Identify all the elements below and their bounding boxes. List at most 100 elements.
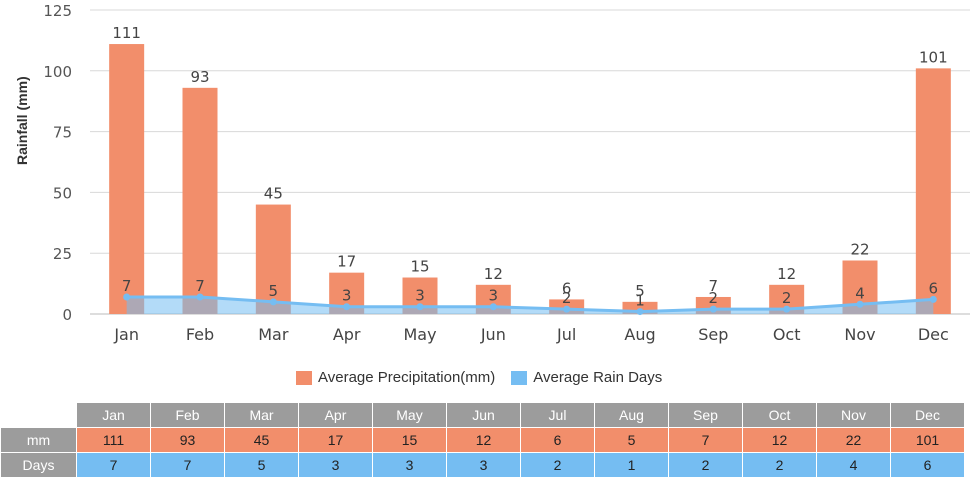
bar-value-label: 22 — [850, 240, 869, 258]
bar-value-label: 15 — [410, 258, 429, 276]
table-cell-mm: 12 — [446, 427, 521, 453]
table-cell-mm: 15 — [372, 427, 447, 453]
table-header-cell: Feb — [150, 402, 225, 428]
x-tick-label: Oct — [773, 325, 801, 344]
table-cell-days: 7 — [150, 452, 225, 478]
rain-days-point — [636, 308, 644, 316]
rain-days-value-label: 3 — [489, 287, 499, 305]
table-cell-mm: 45 — [224, 427, 299, 453]
row-label-days: Days — [0, 452, 77, 478]
data-table: Jan Feb Mar Apr May Jun Jul Aug Sep Oct Nov Dec mm … — [0, 402, 965, 478]
row-label-mm: mm — [0, 427, 77, 453]
table-header-cell: Jun — [446, 402, 521, 428]
legend: Average Precipitation(mm) Average Rain D… — [296, 369, 662, 386]
table-header-cell: Dec — [890, 402, 965, 428]
table-cell-mm: 22 — [816, 427, 891, 453]
table-cell-days: 1 — [594, 452, 669, 478]
rain-days-value-label: 1 — [635, 292, 645, 310]
table-header-cell: Jul — [520, 402, 595, 428]
rain-days-point — [929, 295, 937, 303]
rain-days-value-label: 2 — [782, 289, 792, 307]
rain-days-point — [856, 300, 864, 308]
y-tick-label: 25 — [53, 245, 72, 263]
rain-days-point — [563, 305, 571, 313]
rain-days-value-label: 7 — [195, 277, 205, 295]
rain-days-line — [126, 295, 934, 314]
y-tick-label: 0 — [62, 306, 72, 324]
bar-value-label: 6 — [562, 279, 572, 297]
bar — [915, 68, 951, 314]
legend-item-rain-days[interactable]: Average Rain Days — [511, 369, 662, 386]
table-cell-mm: 5 — [594, 427, 669, 453]
table-cell-days: 4 — [816, 452, 891, 478]
table-header-cell: Jan — [76, 402, 151, 428]
bar-value-label: 12 — [484, 265, 503, 283]
rain-days-point — [123, 293, 131, 301]
table-header-cell: Nov — [816, 402, 891, 428]
table-header-cell: Sep — [668, 402, 743, 428]
table-header-cell: Aug — [594, 402, 669, 428]
bar — [255, 204, 291, 314]
x-tick-label: Apr — [333, 325, 361, 344]
table-cell-days: 3 — [298, 452, 373, 478]
rain-days-value-label: 2 — [562, 289, 572, 307]
table-row-mm: mm 111 93 45 17 15 12 6 5 7 12 22 101 — [0, 427, 965, 453]
table-header-cell: Apr — [298, 402, 373, 428]
table-cell-mm: 17 — [298, 427, 373, 453]
x-tick-label: Aug — [624, 325, 655, 344]
legend-item-precipitation[interactable]: Average Precipitation(mm) — [296, 369, 495, 386]
y-tick-label: 100 — [43, 63, 72, 81]
bar — [109, 44, 145, 314]
table-cell-mm: 111 — [76, 427, 151, 453]
rain-days-value-label: 5 — [269, 282, 279, 300]
bar — [182, 87, 218, 314]
x-tick-label: Jun — [480, 325, 506, 344]
legend-swatch-rain-days — [511, 370, 528, 385]
bar-value-label: 45 — [264, 185, 283, 203]
x-tick-label: Jan — [113, 325, 139, 344]
rain-days-point — [416, 303, 424, 311]
rain-days-point — [196, 293, 204, 301]
table-cell-days: 7 — [76, 452, 151, 478]
table-header-cell: May — [372, 402, 447, 428]
x-tick-label: Sep — [698, 325, 728, 344]
rain-days-point — [489, 303, 497, 311]
y-tick-label: 50 — [53, 184, 72, 202]
y-tick-label: 75 — [53, 124, 72, 142]
x-tick-label: Feb — [186, 325, 214, 344]
rain-days-point — [269, 298, 277, 306]
bar-value-label: 111 — [112, 24, 141, 42]
bar-value-label: 101 — [919, 48, 948, 66]
rain-days-value-label: 7 — [122, 277, 132, 295]
y-axis-label: Rainfall (mm) — [14, 76, 30, 165]
x-tick-label: Jul — [556, 325, 576, 344]
table-header-cell: Oct — [742, 402, 817, 428]
table-cell-days: 5 — [224, 452, 299, 478]
table-cell-mm: 6 — [520, 427, 595, 453]
table-cell-mm: 101 — [890, 427, 965, 453]
table-cell-mm: 93 — [150, 427, 225, 453]
legend-swatch-precipitation — [296, 370, 312, 385]
table-cell-days: 2 — [668, 452, 743, 478]
x-tick-label: Mar — [258, 325, 289, 344]
legend-label-rain-days: Average Rain Days — [533, 369, 663, 386]
bar-value-label: 12 — [777, 265, 796, 283]
rain-days-point — [709, 305, 717, 313]
table-header-cell: Mar — [224, 402, 299, 428]
rain-days-value-label: 3 — [415, 287, 425, 305]
bar-value-label: 5 — [635, 282, 645, 300]
rain-days-point — [783, 305, 791, 313]
rain-days-point — [343, 303, 351, 311]
x-tick-label: May — [403, 325, 436, 344]
bar-value-label: 93 — [190, 68, 209, 86]
y-tick-label: 125 — [43, 2, 72, 20]
table-cell-days: 3 — [372, 452, 447, 478]
bar-value-label: 17 — [337, 253, 356, 271]
table-cell-days: 3 — [446, 452, 521, 478]
x-tick-label: Nov — [844, 325, 875, 344]
table-cell-mm: 12 — [742, 427, 817, 453]
x-tick-label: Dec — [918, 325, 949, 344]
table-corner — [0, 402, 77, 428]
bar-value-label: 7 — [709, 277, 719, 295]
